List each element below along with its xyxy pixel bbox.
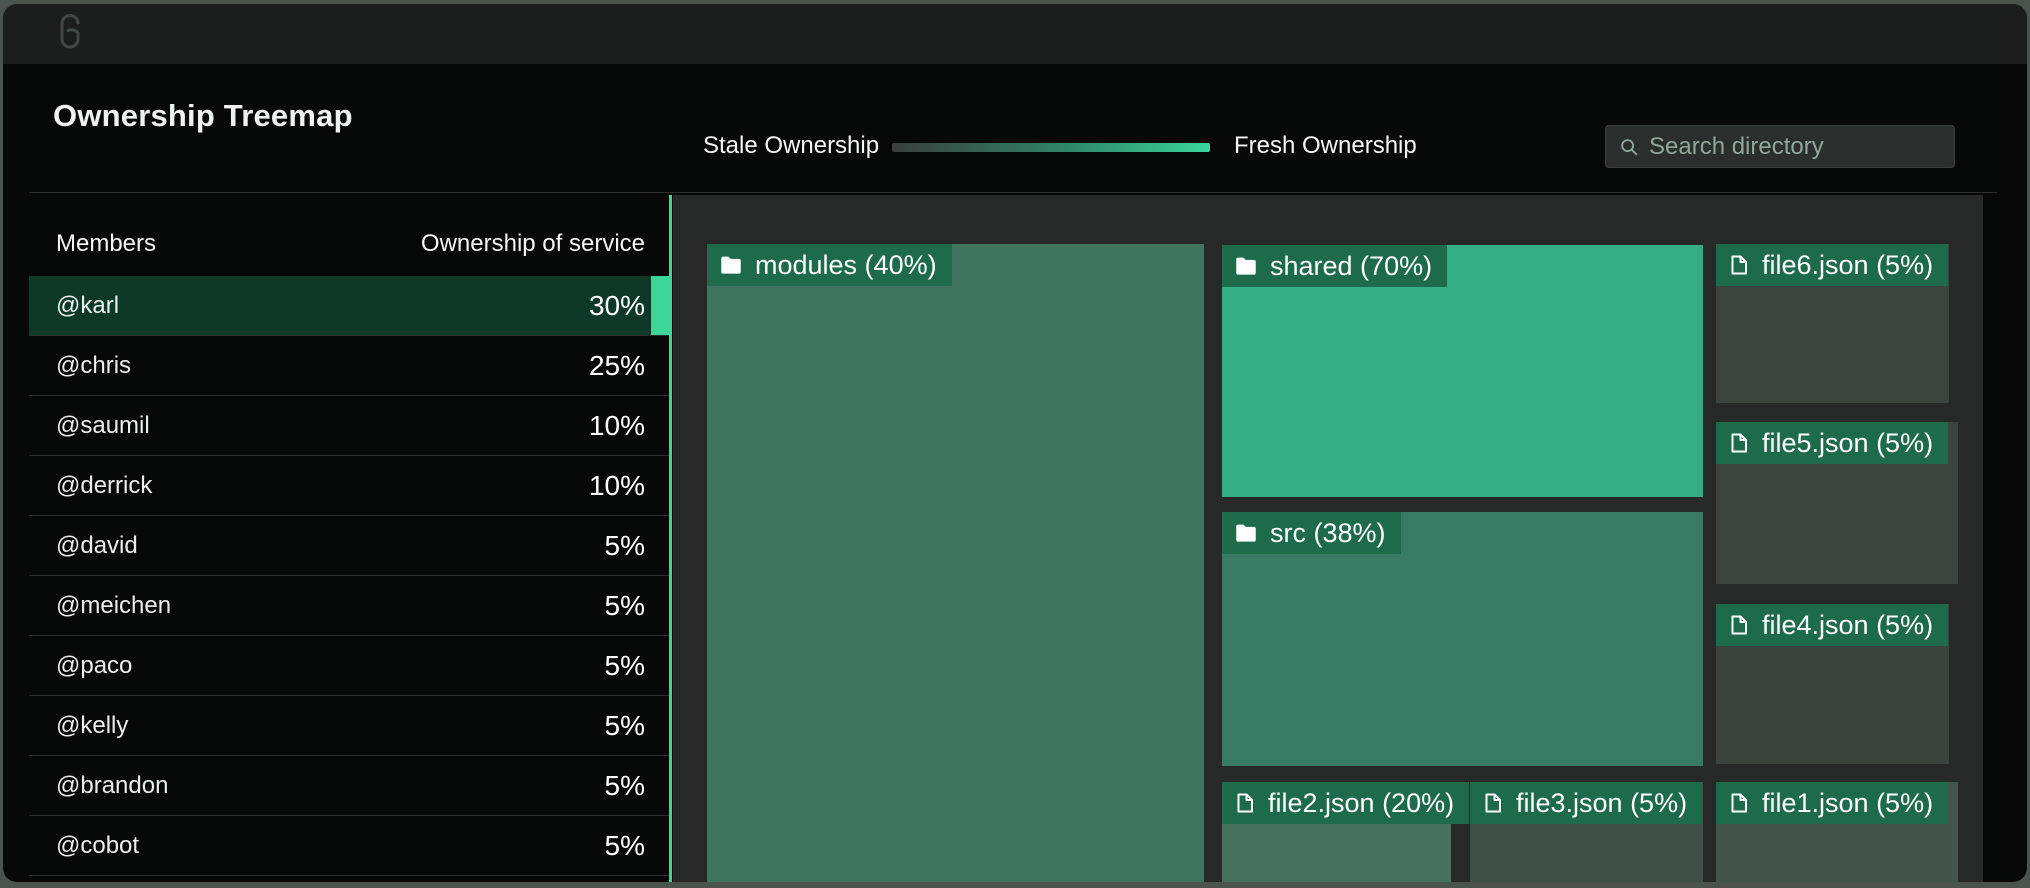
file-icon <box>1727 790 1751 816</box>
member-ownership-percent: 25% <box>588 349 645 381</box>
treemap-node-label: file6.json (5%) <box>1716 244 1949 286</box>
search-icon <box>1618 136 1640 158</box>
member-ownership-percent: 5% <box>604 769 645 801</box>
selected-row-indicator <box>651 276 672 335</box>
member-ownership-percent: 5% <box>604 529 645 561</box>
member-name: @chris <box>56 351 132 379</box>
treemap-node-label-text: file1.json (5%) <box>1762 787 1934 818</box>
member-name: @brandon <box>56 771 169 799</box>
legend-fresh-label: Fresh Ownership <box>1234 132 1417 159</box>
folder-icon <box>1233 253 1259 279</box>
treemap-node-src[interactable]: src (38%) <box>1222 512 1703 766</box>
treemap-node-label: shared (70%) <box>1222 245 1448 287</box>
members-table-header: Members Ownership of service <box>29 212 672 276</box>
page-title: Ownership Treemap <box>53 98 353 133</box>
treemap-node-label: file2.json (20%) <box>1222 782 1470 824</box>
member-row[interactable]: @karl 30% <box>29 276 672 336</box>
ownership-gradient-bar <box>892 143 1210 152</box>
treemap-node-file1-json[interactable]: file1.json (5%) <box>1716 782 1958 882</box>
ownership-column-header: Ownership of service <box>420 230 645 257</box>
treemap-node-file5-json[interactable]: file5.json (5%) <box>1716 422 1958 584</box>
treemap-node-label-text: modules (40%) <box>755 249 937 280</box>
members-column-header: Members <box>56 230 157 257</box>
header-divider <box>29 192 1997 193</box>
treemap-node-file6-json[interactable]: file6.json (5%) <box>1716 244 1949 403</box>
ownership-treemap: modules (40%) shared (70%) src (38%) file2.… <box>673 195 1983 882</box>
member-ownership-percent: 30% <box>588 289 645 321</box>
member-row[interactable]: @saumil 10% <box>29 396 672 456</box>
member-name: @paco <box>56 651 133 679</box>
legend-stale-label: Stale Ownership <box>703 132 880 159</box>
member-name: @derrick <box>56 471 153 499</box>
member-ownership-percent: 10% <box>588 469 645 501</box>
member-ownership-percent: 5% <box>604 589 645 621</box>
treemap-node-label-text: shared (70%) <box>1270 250 1433 281</box>
sidebar-accent-divider <box>669 195 672 882</box>
treemap-node-label-text: file2.json (20%) <box>1268 787 1455 818</box>
member-row[interactable]: @chris 25% <box>29 336 672 396</box>
treemap-node-label: src (38%) <box>1222 512 1401 554</box>
member-row[interactable]: @paco 5% <box>29 636 672 696</box>
top-bar <box>3 4 2027 64</box>
treemap-node-label-text: src (38%) <box>1270 517 1386 548</box>
member-ownership-percent: 10% <box>588 409 645 441</box>
folder-icon <box>1233 520 1259 546</box>
treemap-node-label: file5.json (5%) <box>1716 422 1949 464</box>
treemap-node-shared[interactable]: shared (70%) <box>1222 245 1703 497</box>
treemap-node-label-text: file5.json (5%) <box>1762 427 1934 458</box>
member-name: @meichen <box>56 591 172 619</box>
treemap-node-modules[interactable]: modules (40%) <box>707 244 1204 882</box>
treemap-node-label: file1.json (5%) <box>1716 782 1949 824</box>
folder-icon <box>718 252 744 278</box>
search-box[interactable] <box>1605 125 1955 168</box>
member-row[interactable]: @cobot 5% <box>29 816 672 876</box>
file-icon <box>1727 612 1751 638</box>
member-row[interactable]: @derrick 10% <box>29 456 672 516</box>
member-name: @cobot <box>56 831 140 859</box>
treemap-node-file3-json[interactable]: file3.json (5%) <box>1470 782 1703 882</box>
member-row[interactable]: @meichen 5% <box>29 576 672 636</box>
file-icon <box>1481 790 1505 816</box>
member-ownership-percent: 5% <box>604 709 645 741</box>
app-logo-icon <box>57 14 83 63</box>
treemap-node-label-text: file6.json (5%) <box>1762 249 1934 280</box>
file-icon <box>1233 790 1257 816</box>
member-name: @david <box>56 531 138 559</box>
treemap-node-label-text: file3.json (5%) <box>1516 787 1688 818</box>
treemap-node-file4-json[interactable]: file4.json (5%) <box>1716 604 1949 764</box>
treemap-node-label: file3.json (5%) <box>1470 782 1703 824</box>
member-ownership-percent: 5% <box>604 649 645 681</box>
search-input[interactable] <box>1649 132 1942 161</box>
member-ownership-percent: 5% <box>604 829 645 861</box>
app-window: Ownership Treemap Stale Ownership Fresh … <box>3 4 2027 882</box>
member-row[interactable]: @david 5% <box>29 516 672 576</box>
member-row[interactable]: @kelly 5% <box>29 696 672 756</box>
members-list: @karl 30% @chris 25% @saumil 10% @derrick 10% @d… <box>29 276 672 876</box>
member-name: @karl <box>56 291 120 319</box>
member-row[interactable]: @brandon 5% <box>29 756 672 816</box>
member-name: @saumil <box>56 411 150 439</box>
treemap-node-file2-json[interactable]: file2.json (20%) <box>1222 782 1470 882</box>
treemap-node-label: file4.json (5%) <box>1716 604 1949 646</box>
treemap-node-label: modules (40%) <box>707 244 952 286</box>
file-icon <box>1727 430 1751 456</box>
member-name: @kelly <box>56 711 129 739</box>
file-icon <box>1727 252 1751 278</box>
treemap-node-label-text: file4.json (5%) <box>1762 609 1934 640</box>
